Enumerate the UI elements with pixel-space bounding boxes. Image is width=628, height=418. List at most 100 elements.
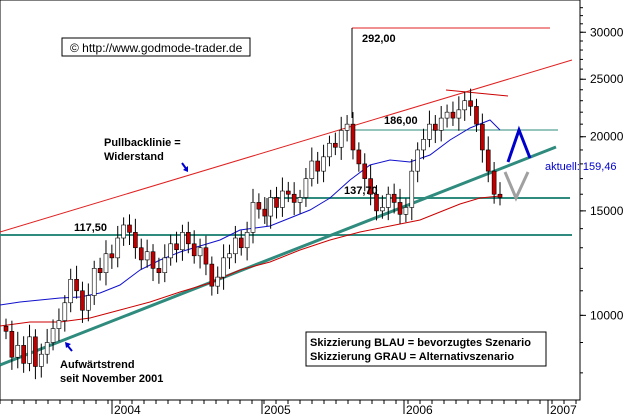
candle-body — [180, 232, 185, 251]
candle-body — [21, 345, 26, 364]
candle-body — [356, 149, 362, 165]
candle-body — [262, 208, 268, 217]
level-117-label: 117,50 — [74, 222, 107, 234]
candle-body — [150, 251, 156, 269]
candle-body — [33, 336, 38, 367]
candle-body — [115, 237, 121, 259]
candle-body — [244, 232, 250, 249]
candle-body — [280, 190, 285, 208]
uptrend-arrow-head — [65, 342, 71, 348]
candle-body — [68, 279, 73, 304]
candle-body — [333, 142, 338, 148]
candle-body — [415, 149, 420, 172]
candle-body — [144, 251, 150, 261]
candle-body — [497, 193, 503, 198]
candle-body — [209, 263, 215, 287]
y-tick-label: 20000 — [590, 130, 624, 144]
candle-body — [3, 325, 9, 332]
candle-body — [80, 290, 85, 311]
candle-body — [44, 342, 50, 355]
pullback-label-2: Widerstand — [104, 151, 164, 163]
candle-body — [227, 253, 232, 259]
candle-body — [86, 295, 91, 311]
candle-body — [368, 178, 373, 195]
candle-body — [468, 100, 473, 107]
pullback-arrow-head — [183, 166, 188, 172]
candle-body — [274, 197, 279, 208]
level-186-label: 186,00 — [384, 115, 418, 127]
candle-body — [291, 193, 297, 203]
price-bars — [3, 88, 503, 380]
candle-body — [268, 197, 273, 217]
candle-body — [174, 243, 179, 251]
candle-body — [50, 328, 56, 343]
candle-body — [127, 224, 132, 233]
candle-body — [380, 207, 385, 212]
candle-body — [474, 106, 479, 125]
candle-body — [315, 160, 320, 172]
candle-body — [350, 123, 356, 151]
y-tick-label: 25000 — [590, 72, 624, 86]
candle-body — [397, 202, 403, 215]
candle-body — [362, 163, 368, 179]
candle-body — [27, 336, 32, 364]
y-tick-label: 15000 — [590, 204, 624, 218]
uptrend-label-2: seit November 2001 — [60, 373, 163, 385]
candle-body — [9, 330, 15, 358]
candle-body — [485, 149, 491, 172]
candle-body — [433, 123, 438, 131]
candle-body — [462, 100, 468, 111]
uptrend-label-1: Aufwärtstrend — [60, 359, 135, 371]
candle-body — [103, 253, 109, 273]
candle-body — [456, 109, 462, 119]
candle-body — [374, 193, 379, 212]
y-tick-label: 10000 — [590, 308, 624, 322]
candle-body — [191, 243, 197, 257]
candle-body — [403, 207, 409, 215]
candle-body — [109, 253, 115, 259]
x-axis-ticks: 2004 2005 2006 2007 — [0, 400, 577, 417]
gray-scenario-arrow — [503, 171, 530, 202]
candle-body — [62, 302, 68, 321]
x-tick-label: 2006 — [406, 403, 433, 417]
blue-scenario-arrow — [506, 125, 532, 163]
candle-body — [344, 123, 350, 131]
candle-body — [444, 111, 450, 119]
candle-body — [186, 232, 191, 245]
copyright-text: © http://www.godmode-trader.de — [70, 41, 243, 55]
legend-gray-text: Skizzierung GRAU = Alternativszenario — [310, 351, 514, 363]
candle-body — [15, 345, 21, 358]
x-tick-label: 2005 — [264, 403, 291, 417]
candle-body — [221, 257, 226, 278]
candle-body — [91, 268, 97, 296]
pullback-label-1: Pullbacklinie = — [104, 137, 181, 149]
uptrend-line — [0, 145, 557, 367]
candle-body — [74, 279, 79, 292]
scenario-legend-box — [305, 331, 547, 367]
candle-body — [203, 247, 209, 265]
candle-body — [197, 247, 203, 257]
candle-body — [303, 178, 309, 198]
candle-body — [491, 170, 497, 195]
candle-body — [409, 170, 415, 208]
candle-body — [391, 193, 397, 203]
y-tick-label: 30000 — [590, 25, 624, 39]
candle-body — [421, 139, 426, 151]
candle-body — [450, 111, 456, 119]
pullback-resistance-line — [445, 89, 509, 97]
candle-body — [38, 353, 44, 367]
channel-upper-line — [0, 59, 573, 233]
candle-body — [138, 247, 144, 261]
x-tick-label: 2004 — [114, 403, 141, 417]
candle-body — [215, 276, 221, 287]
candle-body — [233, 237, 238, 255]
candle-body — [427, 123, 432, 140]
candle-body — [438, 117, 444, 131]
candle-body — [238, 237, 244, 249]
candle-body — [327, 142, 332, 158]
y-axis-ticks: 10000 15000 20000 25000 30000 — [580, 7, 624, 374]
level-137-label: 137,70 — [344, 185, 378, 197]
candle-body — [480, 123, 485, 151]
candle-body — [162, 257, 168, 273]
